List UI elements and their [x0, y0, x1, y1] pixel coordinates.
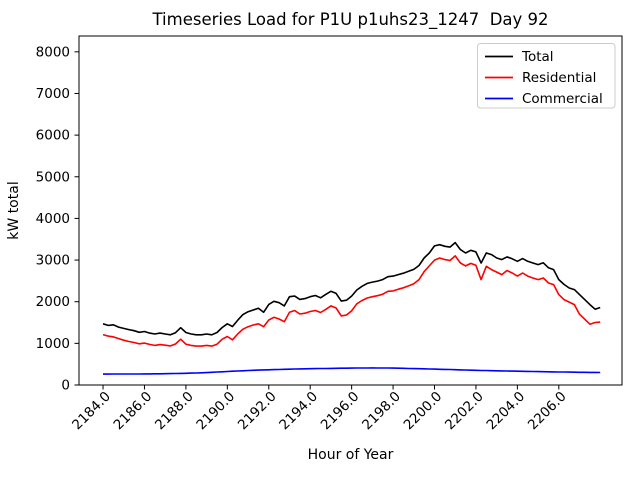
- y-axis-ticks: 0 1000 2000 3000 4000 5000 6000 7000 8000: [36, 44, 79, 394]
- legend-label-total: Total: [521, 49, 554, 65]
- y-tick-label: 0: [61, 378, 70, 394]
- y-tick-label: 5000: [36, 169, 70, 185]
- plot-area-frame: [78, 35, 623, 386]
- series-line-total: [102, 241, 601, 336]
- x-tick-label: 2202.0: [442, 389, 487, 434]
- chart-title: Timeseries Load for P1U p1uhs23_1247 Day…: [151, 10, 548, 30]
- x-tick-label: 2194.0: [276, 389, 321, 434]
- x-tick-label: 2204.0: [483, 389, 528, 434]
- x-tick-label: 2200.0: [401, 389, 446, 434]
- y-tick-label: 8000: [36, 44, 70, 60]
- x-tick-label: 2198.0: [359, 389, 404, 434]
- series-line-commercial: [103, 367, 601, 375]
- x-axis-label: Hour of Year: [308, 447, 394, 463]
- x-tick-label: 2196.0: [318, 389, 363, 434]
- x-tick-label: 2186.0: [111, 389, 156, 434]
- y-axis-label: kW total: [6, 181, 22, 239]
- x-axis-ticks: 2184.02186.02188.02190.02192.02194.02196…: [69, 385, 570, 433]
- y-tick-label: 3000: [36, 253, 70, 269]
- series-line-residential: [102, 255, 601, 347]
- x-tick-label: 2188.0: [152, 389, 197, 434]
- x-tick-label: 2184.0: [69, 389, 114, 434]
- legend-label-commercial: Commercial: [522, 91, 603, 107]
- y-tick-label: 1000: [36, 336, 70, 352]
- y-tick-label: 4000: [36, 211, 70, 227]
- legend: Total Residential Commercial: [477, 43, 616, 109]
- legend-box: [477, 43, 616, 109]
- legend-label-residential: Residential: [522, 70, 596, 86]
- y-tick-label: 2000: [36, 294, 70, 310]
- x-tick-label: 2190.0: [193, 389, 238, 434]
- y-tick-label: 6000: [36, 128, 70, 144]
- x-tick-label: 2192.0: [235, 389, 280, 434]
- x-tick-label: 2206.0: [525, 389, 570, 434]
- plot-series: [102, 241, 601, 375]
- y-tick-label: 7000: [36, 86, 70, 102]
